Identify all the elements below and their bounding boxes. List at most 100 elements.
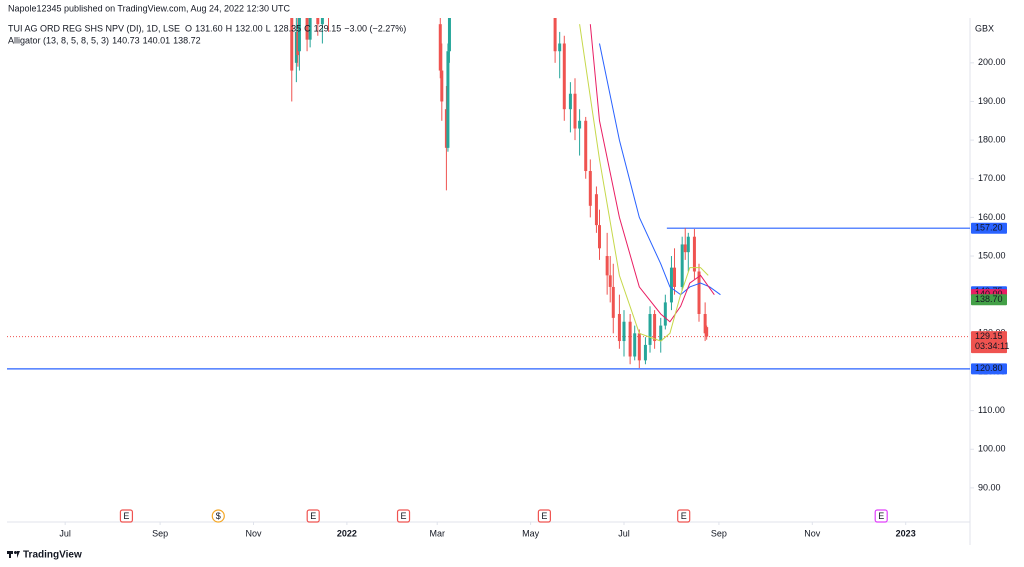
x-tick-label: Jul (618, 528, 630, 538)
y-tick-label: 200.00 (978, 57, 1006, 67)
candle-body (573, 93, 577, 129)
candle-body (683, 244, 687, 253)
price-label-box (971, 363, 1007, 375)
event-label: $ (216, 511, 221, 521)
y-tick-label: 180.00 (978, 134, 1006, 144)
legend-text: −3.00 (−2.27%) (344, 23, 406, 33)
legend-text: O (185, 23, 192, 33)
candle-body (316, 18, 320, 25)
event-label: E (681, 511, 687, 521)
brand-logo (7, 551, 20, 558)
price-label: 157.20 (975, 223, 1003, 233)
candle-body (578, 120, 582, 129)
legend-text: 140.73 (112, 35, 140, 45)
candle-body (594, 194, 598, 226)
event-marker (396, 509, 411, 523)
candle-body (680, 244, 684, 287)
candle-body (633, 333, 637, 357)
candle-body (294, 31, 298, 63)
y-tick-label: 160.00 (978, 212, 1006, 222)
event-marker (306, 509, 320, 523)
candle-body (553, 18, 557, 52)
event-label: E (878, 511, 884, 521)
y-tick-label: 90.00 (978, 482, 1001, 492)
event-marker (874, 509, 888, 523)
candle-body (648, 313, 652, 345)
indicator-line (589, 24, 715, 323)
price-label: 129.15 (975, 331, 1003, 341)
x-tick-label: Sep (152, 528, 168, 538)
indicator-line (579, 24, 709, 342)
event-marker (211, 509, 225, 523)
candle-body (558, 43, 562, 52)
candle-body (637, 333, 641, 361)
candle-body (628, 321, 632, 357)
event-label: E (401, 511, 407, 521)
candle-body (444, 109, 448, 148)
brand: TradingView (23, 550, 82, 561)
candle-body (643, 344, 647, 361)
legend-text: 129.15 (314, 23, 342, 33)
y-tick-label: 100.00 (978, 444, 1006, 454)
event-label: E (310, 511, 316, 521)
candle-body (296, 31, 300, 56)
candle-body (308, 18, 312, 40)
candle-body (438, 24, 442, 71)
candle-body (305, 18, 309, 40)
legend-text: 132.00 (235, 23, 263, 33)
event-label: E (123, 511, 129, 521)
candle-body (686, 236, 690, 253)
candle-body (673, 267, 677, 287)
candle-body (692, 236, 696, 272)
event-marker (119, 509, 134, 523)
candle-body (440, 70, 444, 102)
legend-text: 131.60 (195, 23, 223, 33)
candle-body (584, 120, 588, 172)
x-tick-label: Nov (245, 528, 262, 538)
legend-text: 138.72 (173, 35, 201, 45)
price-label-box (971, 222, 1007, 234)
legend-text: 140.01 (143, 35, 171, 45)
legend-text: 128.35 (274, 23, 302, 33)
candle-body (703, 313, 707, 334)
legend-text: TUI AG ORD REG SHS NPV (DI), 1D, LSE (8, 23, 180, 33)
x-tick-label: Nov (804, 528, 821, 538)
x-tick-label: May (522, 528, 540, 538)
indicator-line (599, 43, 721, 296)
candle-body (562, 43, 566, 110)
price-label: 140.00 (975, 289, 1003, 299)
event-marker (677, 509, 691, 523)
candle-body (297, 18, 301, 52)
candle-body (697, 271, 701, 314)
x-tick-label: 2023 (896, 528, 916, 538)
y-tick-label: 110.00 (978, 405, 1005, 415)
currency: GBX (975, 23, 994, 33)
candle-body (653, 313, 657, 342)
candle-body (611, 286, 615, 318)
x-tick-label: Jul (59, 528, 71, 538)
countdown: 03:34:11 (975, 341, 1009, 351)
legend-text: Alligator (13, 8, 5, 8, 5, 3) (8, 35, 109, 45)
price-label: 138.70 (975, 294, 1003, 304)
candle-body (446, 51, 450, 148)
candle-body (605, 256, 609, 276)
credit: Napole12345 published on TradingView.com… (8, 3, 291, 13)
candle-body (320, 18, 324, 25)
event-marker (537, 509, 551, 523)
x-tick-label: Mar (429, 528, 445, 538)
y-tick-label: 170.00 (978, 173, 1006, 183)
candle-body (663, 302, 667, 326)
price-label: 120.80 (975, 363, 1003, 373)
candle-body (659, 325, 663, 342)
candle-body (447, 18, 451, 52)
plot-area (7, 18, 970, 370)
candle-body (588, 171, 592, 206)
legend-text: C (304, 23, 311, 33)
candle-body (597, 225, 601, 249)
candle-body (669, 267, 673, 303)
candle-body (568, 93, 572, 110)
y-tick-label: 150.00 (978, 250, 1006, 260)
candle-body (622, 321, 626, 342)
